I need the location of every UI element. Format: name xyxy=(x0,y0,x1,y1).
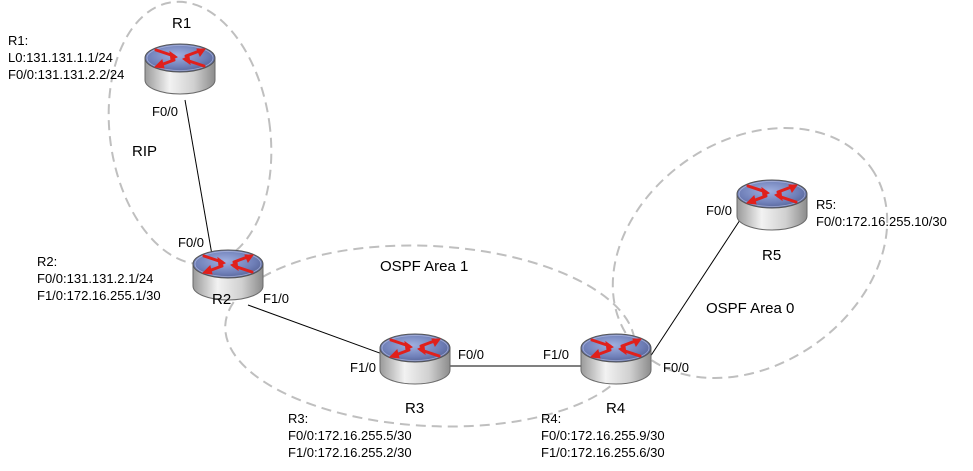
r3-info-title: R3: xyxy=(288,411,309,426)
router-r3-info: R3: F0/0:172.16.255.5/30 F1/0:172.16.255… xyxy=(288,410,412,461)
r5-info-line: F0/0:172.16.255.10/30 xyxy=(816,214,947,229)
r2-port-f1-0: F1/0 xyxy=(263,291,290,306)
r3-info-line: F1/0:172.16.255.2/30 xyxy=(288,445,412,460)
router-r5-name: R5 xyxy=(762,247,782,264)
link-r2-r3 xyxy=(247,304,386,356)
r2-info-line: F1/0:172.16.255.1/30 xyxy=(37,288,161,303)
router-r1-info: R1: L0:131.131.1.1/24 F0/0:131.131.2.2/2… xyxy=(8,32,124,83)
router-r3-icon xyxy=(378,332,452,386)
ospf-area-0-outline xyxy=(611,127,889,379)
r3-port-f1-0: F1/0 xyxy=(350,360,377,375)
r1-info-line: F0/0:131.131.2.2/24 xyxy=(8,67,125,82)
link-r1-r2 xyxy=(184,99,213,256)
r3-info-line: F0/0:172.16.255.5/30 xyxy=(288,428,412,443)
link-r4-r5 xyxy=(649,219,741,358)
ospf-area-0-label: OSPF Area 0 xyxy=(706,300,795,317)
r1-info-line: L0:131.131.1.1/24 xyxy=(8,50,113,65)
r1-port-f0-0: F0/0 xyxy=(152,104,179,119)
router-r3-name: R3 xyxy=(405,400,425,417)
r4-port-f1-0: F1/0 xyxy=(543,347,570,362)
router-r1-name: R1 xyxy=(172,15,192,32)
ospf-area-1-label: OSPF Area 1 xyxy=(380,258,469,275)
r5-info-title: R5: xyxy=(816,197,837,212)
router-r4-name: R4 xyxy=(606,400,626,417)
router-r1-icon xyxy=(143,42,217,96)
r5-port-f0-0: F0/0 xyxy=(706,203,733,218)
router-r4-icon xyxy=(579,332,653,386)
rip-area-label: RIP xyxy=(132,143,158,160)
r3-port-f0-0: F0/0 xyxy=(458,347,485,362)
r2-port-f0-0: F0/0 xyxy=(178,235,205,250)
router-r5-icon xyxy=(735,178,809,232)
r4-info-line: F0/0:172.16.255.9/30 xyxy=(541,428,665,443)
router-r2-info: R2: F0/0:131.131.2.1/24 F1/0:172.16.255.… xyxy=(37,253,161,304)
r2-info-title: R2: xyxy=(37,254,58,269)
r4-info-line: F1/0:172.16.255.6/30 xyxy=(541,445,665,460)
r2-info-line: F0/0:131.131.2.1/24 xyxy=(37,271,154,286)
r4-port-f0-0: F0/0 xyxy=(663,360,690,375)
r1-info-title: R1: xyxy=(8,33,29,48)
router-r2-name: R2 xyxy=(212,291,232,308)
router-r4-info: R4: F0/0:172.16.255.9/30 F1/0:172.16.255… xyxy=(541,410,665,461)
r4-info-title: R4: xyxy=(541,411,562,426)
router-r5-info: R5: F0/0:172.16.255.10/30 xyxy=(816,196,947,230)
